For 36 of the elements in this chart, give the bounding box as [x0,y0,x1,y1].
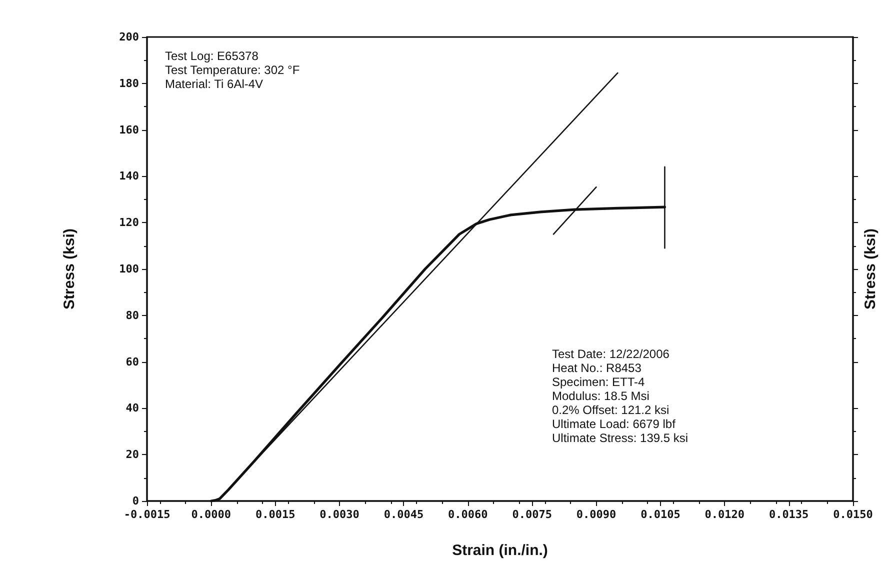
x-tick-label: 0.0030 [320,508,360,521]
y-tick-label: 100 [119,262,139,276]
y2-axis-title: Stress (ksi) [862,228,879,310]
annotation: Ultimate Stress: 139.5 ksi [552,431,688,445]
x-tick-label: 0.0135 [768,508,809,521]
x-tick-label: 0.0045 [384,508,424,521]
y-tick-label: 40 [126,402,139,415]
annotation: Test Date: 12/22/2006 [552,347,670,361]
x-tick-label: 0.0105 [640,508,680,521]
y-tick-label: 180 [119,76,139,90]
y-axis-title: Stress (ksi) [61,228,78,310]
x-tick-label: 0.0075 [512,508,552,521]
x-tick-label: 0.0090 [576,508,616,521]
y-tick-label: 0 [132,494,139,508]
y-tick-label: 80 [126,308,139,322]
x-tick-label: 0.0060 [448,508,488,521]
x-tick-label: 0.0015 [255,508,296,521]
x-tick-label: 0.0150 [833,508,873,521]
annotation: Material: Ti 6Al-4V [165,77,264,91]
y-tick-label: 140 [119,170,139,183]
y-tick-label: 60 [126,355,139,368]
x-tick-label: 0.0120 [704,508,745,521]
x-axis-title: Strain (in./in.) [452,542,548,559]
annotation: Specimen: ETT-4 [552,375,646,389]
annotation: Modulus: 18.5 Msi [552,389,650,403]
annotation: Test Temperature: 302 °F [165,63,300,77]
annotation: Test Log: E65378 [165,49,259,63]
annotation: Ultimate Load: 6679 lbf [552,417,676,431]
annotation: Heat No.: R8453 [552,361,642,375]
y-tick-label: 120 [119,216,139,230]
annotation: 0.2% Offset: 121.2 ksi [552,403,670,417]
y-tick-label: 160 [119,123,139,136]
y-tick-label: 200 [119,30,139,44]
x-tick-label: 0.0000 [191,508,232,521]
x-tick-label: -0.0015 [124,508,170,521]
y-tick-label: 20 [126,448,139,462]
